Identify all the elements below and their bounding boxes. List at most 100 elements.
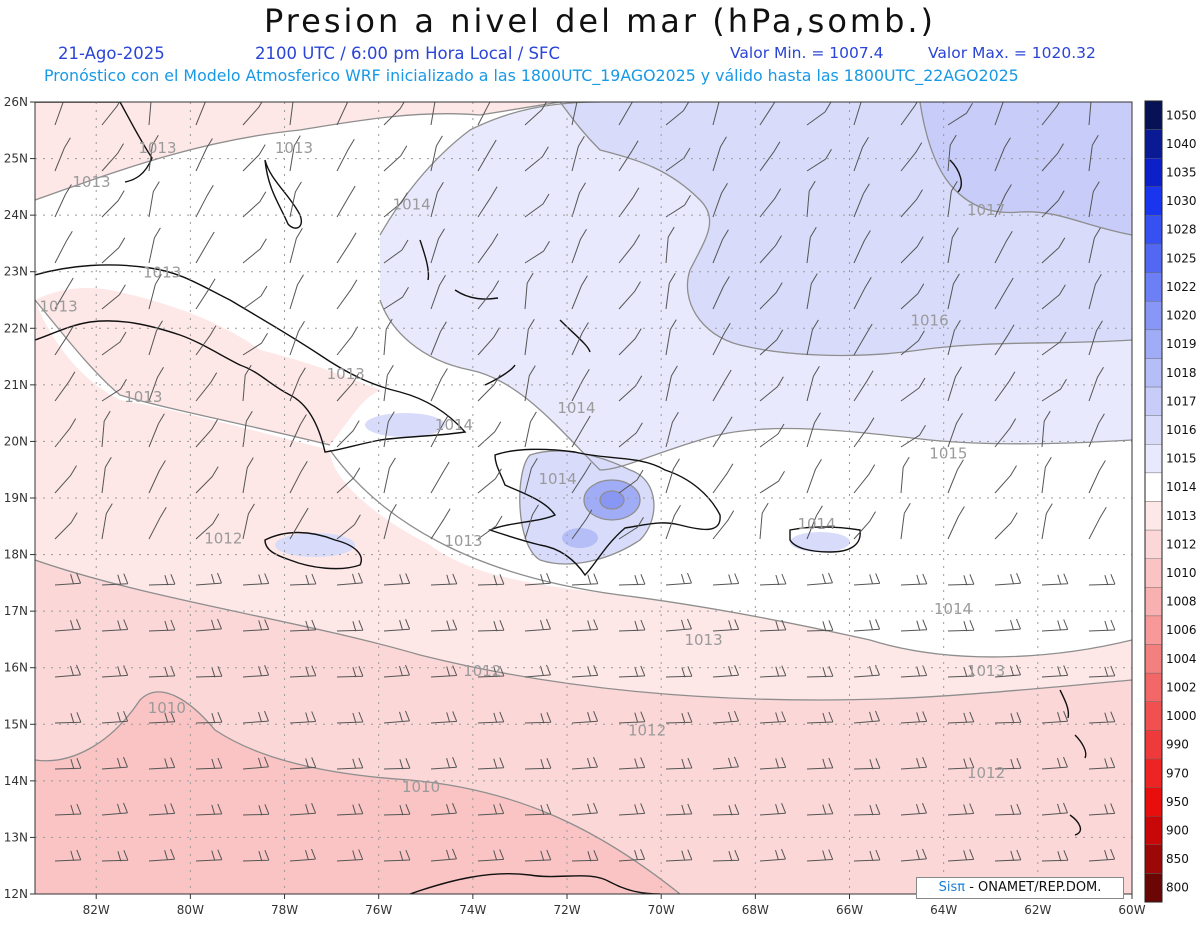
- wind-barb: [853, 230, 871, 264]
- wind-barb: [101, 665, 129, 678]
- wind-barb: [853, 136, 869, 172]
- wind-barb: [148, 506, 167, 540]
- wind-barb: [712, 322, 731, 356]
- wind-barb: [618, 665, 646, 678]
- colorbar: 1050 1040 1035 1030 1028 1025 1022 1020 1019 1018…: [1144, 100, 1197, 903]
- wind-barb: [853, 804, 881, 816]
- lon-label-70W: 70W: [648, 903, 675, 917]
- wind-barb: [571, 136, 585, 172]
- field-hispaniola-core-2: [600, 491, 624, 509]
- wind-barb: [618, 140, 639, 172]
- colorbar-label-1004: 1004: [1166, 652, 1197, 666]
- wind-barb: [242, 364, 252, 402]
- wind-barb: [101, 802, 128, 816]
- wind-barb: [524, 146, 549, 172]
- wind-barb: [618, 516, 644, 540]
- wind-barb: [430, 508, 451, 540]
- wind-barb: [571, 509, 593, 540]
- wind-barb: [195, 102, 206, 126]
- wind-barb: [430, 321, 447, 356]
- wind-barb: [289, 711, 317, 724]
- wind-barb: [994, 102, 1004, 126]
- wind-barb: [947, 757, 975, 770]
- wind-barb: [195, 325, 217, 356]
- colorbar-swatch-1025: [1144, 243, 1163, 273]
- isobar-1012: [35, 559, 1132, 701]
- wind-barb: [994, 230, 1013, 264]
- wind-barb: [759, 376, 784, 402]
- coast-cuba: [35, 264, 467, 453]
- wind-barb: [1041, 284, 1066, 310]
- wind-barb: [242, 238, 267, 264]
- contour-label-1012: 1012: [463, 662, 501, 680]
- wind-barb: [712, 510, 735, 540]
- wind-barb: [994, 371, 1016, 402]
- wind-barb: [712, 276, 730, 310]
- wind-barb: [571, 462, 592, 494]
- wind-barb: [900, 330, 925, 356]
- wind-barb: [336, 514, 361, 540]
- wind-barb: [571, 850, 599, 862]
- wind-barb: [759, 188, 782, 218]
- wind-barb: [712, 710, 739, 724]
- wind-barb: [289, 320, 305, 356]
- wind-barb: [571, 711, 599, 724]
- wind-barb: [665, 666, 693, 678]
- wind-barb: [994, 849, 1022, 862]
- wind-barb: [900, 848, 927, 862]
- wind-barb: [900, 757, 928, 770]
- wind-barb: [618, 803, 646, 816]
- wind-barb: [1041, 410, 1051, 448]
- wind-barb: [383, 619, 411, 632]
- wind-barb: [947, 665, 975, 678]
- wind-barb: [477, 711, 505, 724]
- wind-barb: [195, 278, 216, 310]
- wind-barb: [994, 137, 1011, 172]
- contour-labels: 1013 1013 1013 1014 1017 1013 1013 1016 1013 1013…: [39, 139, 1005, 796]
- colorbar-swatch-1008: [1144, 587, 1163, 617]
- wind-barb: [54, 664, 81, 678]
- field-jamaica-blob: [275, 533, 355, 557]
- wind-barb: [383, 286, 409, 310]
- wind-barb: [618, 375, 643, 402]
- wind-barb: [712, 619, 740, 632]
- lat-label-24N: 24N: [4, 208, 28, 222]
- wind-barb: [806, 849, 834, 862]
- lat-label-25N: 25N: [4, 152, 28, 166]
- wind-barb: [759, 423, 785, 448]
- wind-barb: [524, 618, 551, 632]
- wind-barb: [477, 803, 505, 816]
- wind-barb: [242, 332, 268, 356]
- wind-barb: [947, 574, 975, 586]
- colorbar-label-1000: 1000: [1166, 709, 1197, 723]
- wind-barb: [947, 459, 964, 494]
- wind-barb: [1041, 756, 1068, 770]
- wind-barb: [853, 849, 881, 862]
- lon-label-72W: 72W: [553, 903, 580, 917]
- wind-barb: [148, 413, 165, 448]
- wind-barb: [477, 515, 503, 540]
- wind-barb: [524, 849, 552, 862]
- wind-barb: [1041, 503, 1053, 540]
- wind-barb: [383, 457, 396, 494]
- lon-label-60W: 60W: [1118, 903, 1145, 917]
- wind-barb: [336, 803, 364, 816]
- wind-barb: [148, 711, 176, 724]
- wind-barb: [477, 574, 505, 586]
- colorbar-label-850: 850: [1166, 852, 1189, 866]
- wind-barb: [712, 463, 734, 494]
- wind-barb: [289, 274, 304, 310]
- lat-label-13N: 13N: [4, 830, 28, 844]
- colorbar-swatch-1030: [1144, 186, 1163, 216]
- colorbar-swatch-1018: [1144, 358, 1163, 388]
- colorbar-swatch-1002: [1144, 672, 1163, 702]
- wind-barb: [759, 711, 787, 724]
- wind-barb: [383, 573, 411, 586]
- wind-barb: [1041, 102, 1061, 126]
- wind-barb: [195, 513, 220, 540]
- wind-barb: [759, 141, 781, 172]
- wind-barb: [242, 850, 270, 862]
- colorbar-label-1025: 1025: [1166, 251, 1197, 265]
- wind-barb: [477, 468, 502, 494]
